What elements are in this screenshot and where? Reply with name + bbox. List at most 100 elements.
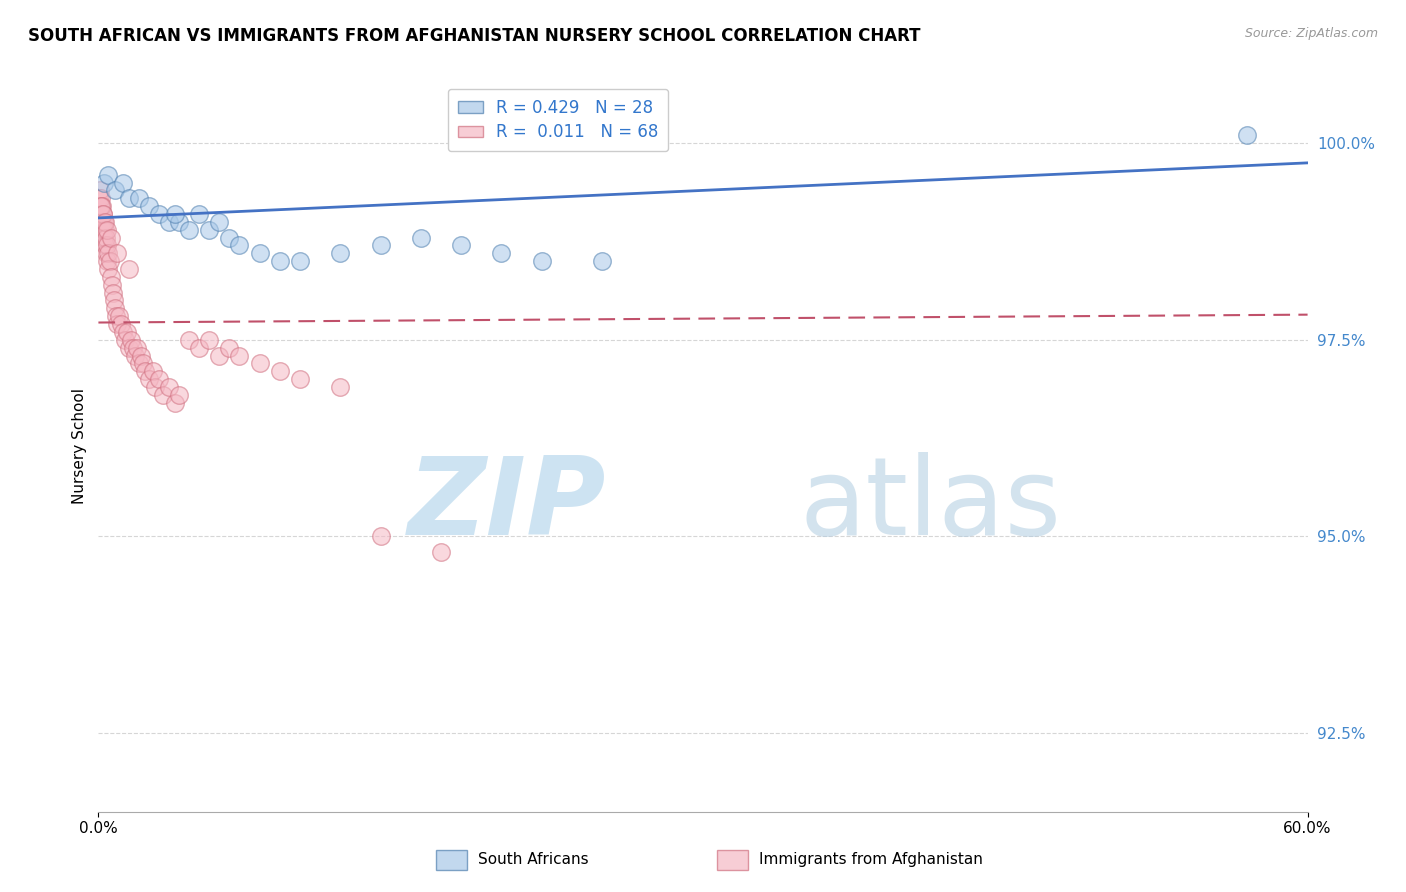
Point: [530, 254, 553, 268]
Point: [591, 254, 613, 268]
Point: [134, 364, 156, 378]
Point: [104, 310, 127, 324]
Point: [90, 191, 112, 205]
Text: Source: ZipAtlas.com: Source: ZipAtlas.com: [1244, 27, 1378, 40]
Point: [329, 380, 352, 394]
Point: [124, 349, 146, 363]
Point: [93, 207, 115, 221]
Point: [118, 262, 141, 277]
Point: [96, 246, 118, 260]
Point: [103, 301, 125, 316]
Point: [100, 269, 122, 284]
Point: [163, 396, 186, 410]
Point: [96, 254, 118, 268]
Point: [132, 356, 155, 370]
Point: [96, 223, 118, 237]
Point: [105, 246, 128, 260]
Point: [111, 325, 134, 339]
Bar: [436, 850, 467, 870]
Point: [138, 199, 160, 213]
Point: [128, 356, 150, 370]
Point: [269, 254, 291, 268]
Bar: [717, 850, 748, 870]
Point: [188, 341, 211, 355]
Text: SOUTH AFRICAN VS IMMIGRANTS FROM AFGHANISTAN NURSERY SCHOOL CORRELATION CHART: SOUTH AFRICAN VS IMMIGRANTS FROM AFGHANI…: [28, 27, 921, 45]
Point: [188, 207, 211, 221]
Point: [89, 183, 111, 197]
Text: ZIP: ZIP: [408, 451, 606, 558]
Point: [142, 364, 165, 378]
Point: [129, 349, 152, 363]
Point: [94, 215, 117, 229]
Point: [208, 215, 231, 229]
Point: [228, 238, 250, 252]
Point: [120, 333, 142, 347]
Point: [138, 372, 160, 386]
Point: [288, 254, 311, 268]
Point: [1236, 128, 1258, 143]
Point: [100, 277, 122, 292]
Point: [98, 254, 121, 268]
Point: [93, 176, 115, 190]
Point: [91, 199, 114, 213]
Point: [107, 310, 129, 324]
Point: [157, 215, 180, 229]
Text: atlas: atlas: [800, 451, 1062, 558]
Point: [157, 380, 180, 394]
Point: [111, 176, 134, 190]
Point: [93, 230, 115, 244]
Point: [121, 341, 143, 355]
Point: [103, 293, 125, 308]
Legend: R = 0.429   N = 28, R =  0.011   N = 68: R = 0.429 N = 28, R = 0.011 N = 68: [447, 88, 668, 152]
Point: [115, 325, 138, 339]
Point: [91, 207, 114, 221]
Point: [101, 285, 124, 300]
Point: [370, 238, 392, 252]
Point: [97, 246, 120, 260]
Point: [89, 191, 111, 205]
Point: [148, 207, 170, 221]
Point: [97, 168, 120, 182]
Point: [179, 333, 201, 347]
Point: [430, 545, 453, 559]
Point: [97, 262, 120, 277]
Point: [93, 223, 115, 237]
Point: [93, 215, 115, 229]
Point: [218, 230, 240, 244]
Point: [152, 388, 174, 402]
Point: [218, 341, 240, 355]
Point: [198, 223, 221, 237]
Point: [491, 246, 513, 260]
Point: [125, 341, 148, 355]
Point: [94, 238, 117, 252]
Point: [228, 349, 250, 363]
Point: [163, 207, 186, 221]
Point: [89, 199, 111, 213]
Point: [167, 388, 190, 402]
Point: [114, 333, 136, 347]
Point: [179, 223, 201, 237]
Point: [110, 317, 132, 331]
Point: [148, 372, 170, 386]
Point: [198, 333, 221, 347]
Point: [90, 207, 112, 221]
Point: [370, 529, 392, 543]
Point: [167, 215, 190, 229]
Point: [288, 372, 311, 386]
Point: [105, 317, 128, 331]
Point: [91, 215, 114, 229]
Point: [118, 341, 141, 355]
Point: [249, 246, 271, 260]
Point: [94, 223, 117, 237]
Point: [96, 238, 118, 252]
Point: [143, 380, 166, 394]
Point: [208, 349, 231, 363]
Text: South Africans: South Africans: [478, 853, 589, 867]
Point: [90, 199, 112, 213]
Point: [409, 230, 432, 244]
Point: [329, 246, 352, 260]
Point: [249, 356, 271, 370]
Point: [118, 191, 141, 205]
Point: [103, 183, 125, 197]
Point: [269, 364, 291, 378]
